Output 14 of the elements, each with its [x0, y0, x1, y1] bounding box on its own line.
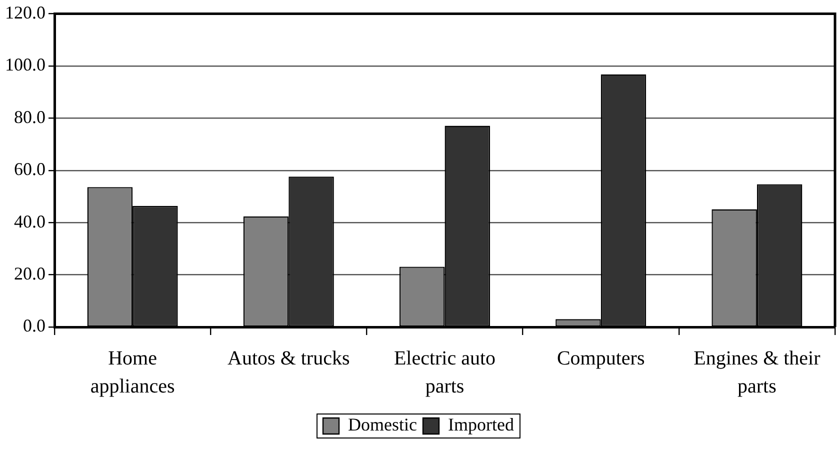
x-tick-label: Engines & their parts [694, 347, 821, 398]
y-tick-label: 0.0 [23, 316, 46, 336]
y-tick-label: 40.0 [14, 211, 46, 232]
legend-label: Imported [448, 414, 514, 435]
x-tick-label: Computers [556, 347, 645, 370]
y-tick-label: 20.0 [14, 264, 46, 284]
y-tick-label: 120.0 [5, 2, 46, 23]
x-tick-label: Home appliances [90, 347, 175, 398]
y-tick-label: 80.0 [14, 106, 46, 127]
y-tick-label: 100.0 [5, 54, 46, 75]
x-tick-label: Electric auto parts [394, 347, 496, 398]
legend-label: Domestic [348, 414, 418, 435]
y-tick-label: 60.0 [14, 159, 46, 180]
x-tick-label: Autos & trucks [228, 347, 350, 370]
